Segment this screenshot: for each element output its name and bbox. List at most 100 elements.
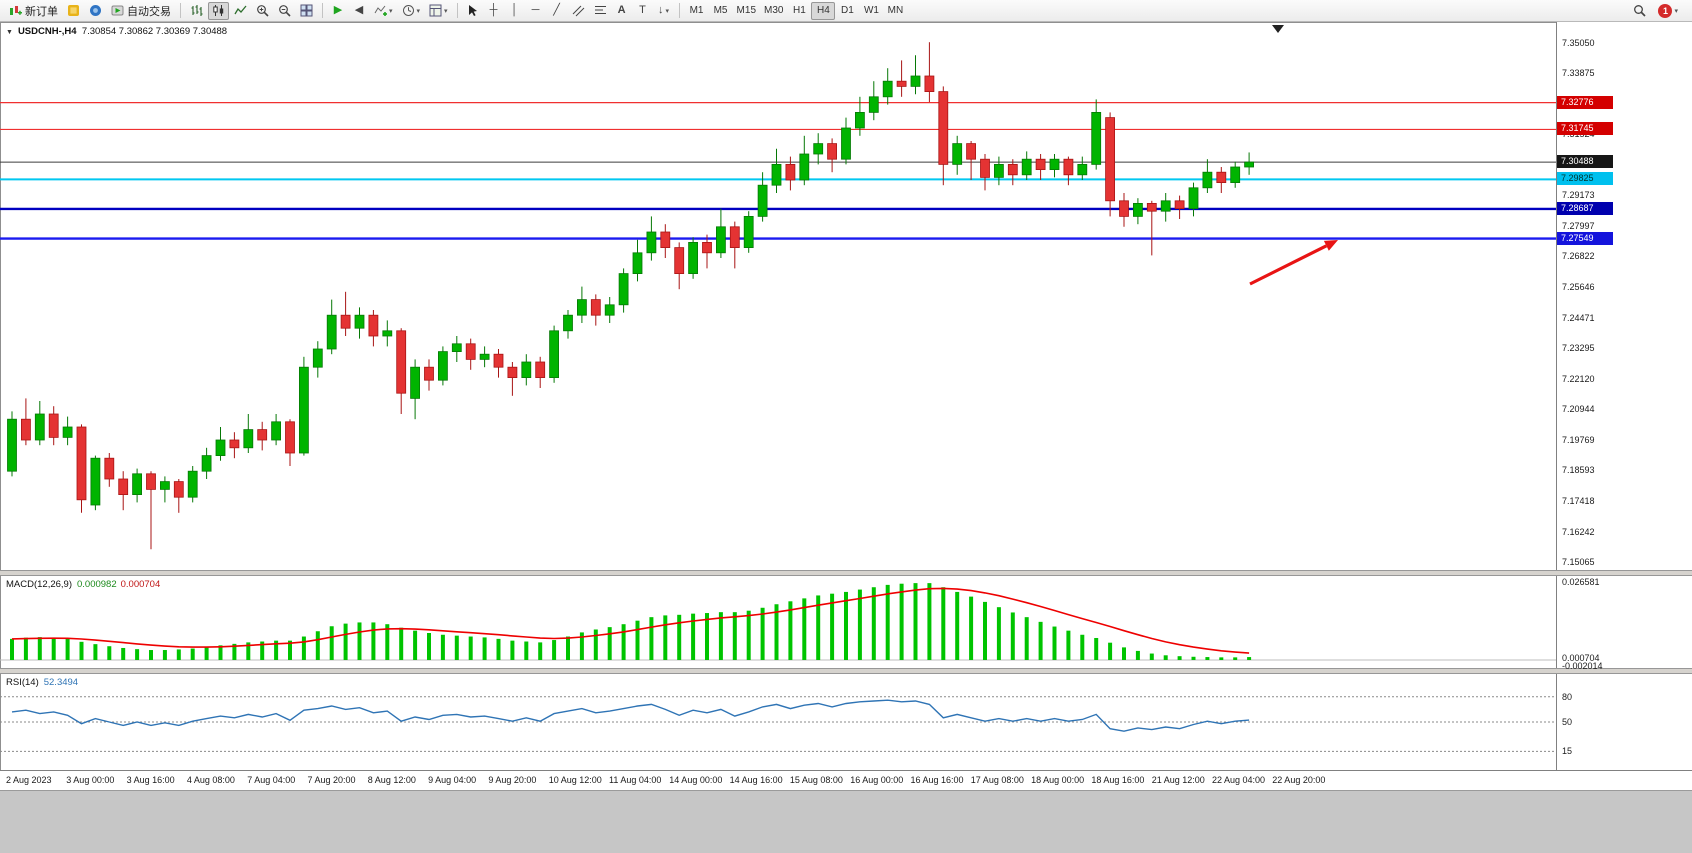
ohlc-values: 7.30854 7.30862 7.30369 7.30488 — [81, 26, 228, 37]
time-axis-label: 22 Aug 04:00 — [1212, 775, 1266, 785]
vertical-line-tool-button[interactable]: │ — [505, 2, 525, 20]
timeframe-button-h4[interactable]: H4 — [811, 1, 836, 20]
timeframe-button-mn[interactable]: MN — [887, 5, 904, 16]
time-axis-label: 14 Aug 16:00 — [729, 775, 783, 785]
metaquotes-icon — [68, 5, 79, 16]
zoom-out-icon — [279, 5, 291, 17]
channel-tool-button[interactable] — [568, 2, 589, 20]
chart-shift-marker-icon[interactable] — [1272, 25, 1284, 33]
macd-panel[interactable] — [0, 576, 1556, 668]
toolbar-separator — [322, 3, 323, 18]
rsi-axis-label: 50 — [1562, 717, 1573, 727]
bar-chart-button[interactable] — [186, 2, 207, 20]
dropdown-caret-icon: ▾ — [665, 7, 670, 15]
macd-histogram-layer — [10, 583, 1252, 660]
line-chart-button[interactable] — [230, 2, 251, 20]
auto-scroll-icon: ▶ — [333, 4, 343, 16]
text-label-tool-button[interactable]: T — [633, 2, 653, 20]
timeframe-button-w1[interactable]: W1 — [863, 5, 879, 16]
price-axis[interactable] — [1556, 22, 1692, 770]
price-tick-label: 7.20944 — [1562, 404, 1595, 415]
symbol-period-label: USDCNH-,H4 — [17, 26, 77, 37]
periods-button[interactable]: ▾ — [398, 2, 425, 20]
price-tick-label: 7.27997 — [1562, 220, 1595, 231]
time-axis-label: 14 Aug 00:00 — [669, 775, 723, 785]
crosshair-tool-button[interactable]: ┼ — [484, 2, 504, 20]
price-tick-label: 7.26822 — [1562, 251, 1595, 262]
text-tool-button[interactable]: A — [612, 2, 632, 20]
panel-separator[interactable] — [0, 668, 1692, 674]
time-axis-label: 7 Aug 20:00 — [307, 775, 356, 785]
rsi-panel[interactable] — [0, 674, 1556, 770]
rsi-value: 52.3494 — [43, 677, 79, 688]
cursor-tool-button[interactable] — [463, 2, 483, 20]
indicators-icon — [374, 5, 387, 16]
time-axis-label: 10 Aug 12:00 — [548, 775, 602, 785]
dropdown-caret-icon: ▾ — [444, 7, 448, 15]
fibonacci-tool-button[interactable] — [590, 2, 611, 20]
time-axis-label: 21 Aug 12:00 — [1151, 775, 1205, 785]
time-axis-label: 9 Aug 20:00 — [488, 775, 537, 785]
panel-separator[interactable] — [0, 570, 1692, 576]
auto-scroll-button[interactable]: ▶ — [328, 2, 348, 20]
time-axis-label: 16 Aug 16:00 — [910, 775, 964, 785]
timeframe-button-h1[interactable]: H1 — [793, 5, 806, 16]
notification-badge: 1 — [1658, 3, 1673, 18]
price-tick-label: 7.16242 — [1562, 526, 1595, 537]
notifications-button[interactable]: 1 ▾ — [1654, 2, 1682, 20]
time-axis-label: 18 Aug 16:00 — [1091, 775, 1145, 785]
autotrading-button[interactable]: 自动交易 — [107, 2, 175, 20]
price-tick-label: 7.17418 — [1562, 495, 1595, 506]
price-tick-label: 7.35050 — [1562, 37, 1595, 48]
search-button[interactable] — [1629, 2, 1650, 20]
time-axis-label: 17 Aug 08:00 — [970, 775, 1024, 785]
horizontal-line-tool-button[interactable]: ─ — [526, 2, 546, 20]
price-tick-label: 7.24471 — [1562, 312, 1595, 323]
trendline-icon: ╱ — [553, 4, 560, 16]
arrows-tool-button[interactable]: ↓ ▾ — [654, 2, 674, 20]
tile-windows-button[interactable] — [296, 2, 317, 20]
templates-button[interactable]: ▾ — [425, 2, 452, 20]
price-level-label: 7.32776 — [1557, 95, 1613, 109]
toolbar-separator — [678, 3, 680, 18]
zoom-in-button[interactable] — [252, 2, 273, 20]
time-axis-label: 2 Aug 2023 — [6, 775, 52, 785]
timeframe-button-d1[interactable]: D1 — [841, 5, 854, 16]
price-level-label: 7.27549 — [1557, 231, 1613, 245]
price-tick-label: 7.25646 — [1562, 282, 1595, 292]
main-price-chart[interactable] — [0, 22, 1556, 570]
chart-shift-button[interactable]: ◀ — [349, 2, 369, 20]
macd-signal-value: 0.000704 — [120, 579, 161, 590]
trendline-tool-button[interactable]: ╱ — [547, 2, 567, 20]
window-bottom-area — [0, 790, 1692, 853]
timeframe-button-m5[interactable]: M5 — [713, 5, 728, 16]
timeframe-button-m30[interactable]: M30 — [764, 5, 784, 16]
bar-chart-icon — [191, 5, 203, 16]
search-icon — [1634, 5, 1647, 17]
toolbar-right: 1 ▾ — [1629, 2, 1688, 20]
window-menu-icon[interactable]: ▼ — [6, 29, 13, 36]
zoom-out-button[interactable] — [274, 2, 295, 20]
price-level-label: 7.29825 — [1557, 172, 1613, 186]
text-label-icon: T — [639, 4, 646, 16]
time-axis-label: 9 Aug 04:00 — [428, 775, 477, 785]
metaquotes-button[interactable] — [63, 2, 84, 20]
chart-title: ▼ USDCNH-,H4 7.30854 7.30862 7.30369 7.30… — [6, 26, 227, 37]
annotation-arrow[interactable] — [1249, 244, 1328, 286]
timeframe-button-m1[interactable]: M1 — [689, 5, 704, 16]
crosshair-icon: ┼ — [489, 4, 498, 16]
toolbar: 新订单 自动交易 — [0, 0, 1692, 22]
community-button[interactable] — [85, 2, 106, 20]
time-axis[interactable]: 2 Aug 2023 3 Aug 00:00 3 Aug 16:00 4 Aug 08… — [0, 770, 1692, 790]
arrow-tool-icon: ↓ — [658, 4, 664, 16]
price-tick-label: 7.23295 — [1562, 343, 1595, 354]
new-order-button[interactable]: 新订单 — [4, 2, 62, 20]
candlestick-chart-button[interactable] — [208, 1, 229, 20]
horizontal-line-icon: ─ — [531, 4, 540, 16]
autotrading-label: 自动交易 — [127, 5, 171, 18]
timeframe-button-m15[interactable]: M15 — [736, 5, 756, 16]
indicators-button[interactable]: ▾ — [370, 2, 397, 20]
price-tick-label: 7.19769 — [1562, 434, 1595, 445]
time-axis-label: 22 Aug 20:00 — [1272, 775, 1326, 785]
